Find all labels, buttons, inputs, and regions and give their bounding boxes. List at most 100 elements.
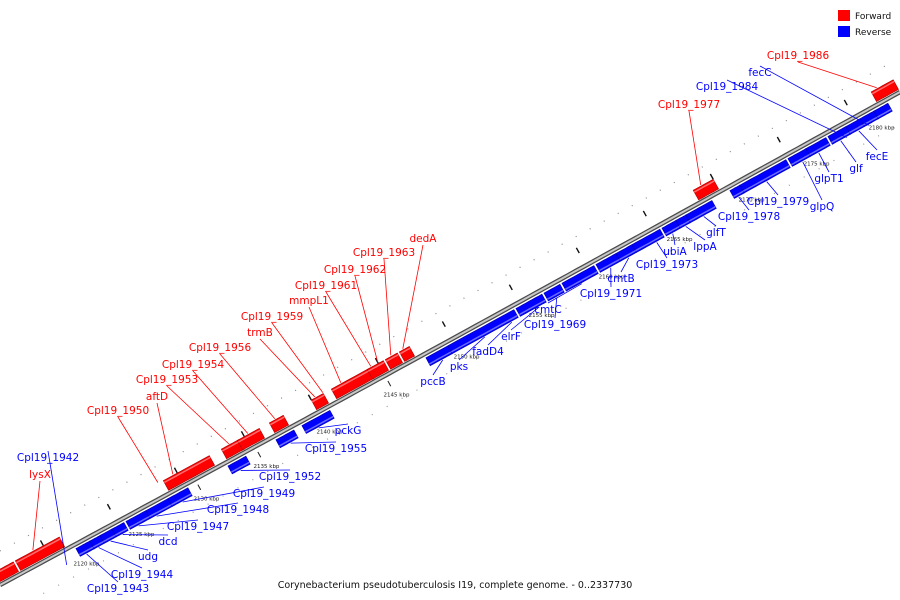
reverse-gene[interactable] xyxy=(227,455,251,475)
reverse-leader xyxy=(156,502,239,517)
forward-gene-label: Cpl19_1954 xyxy=(162,359,225,371)
reverse-gene[interactable] xyxy=(739,159,791,194)
reverse-gene-label: glpT1 xyxy=(814,173,843,185)
forward-leader xyxy=(117,416,159,483)
reverse-gene[interactable] xyxy=(301,409,335,434)
reverse-gene[interactable] xyxy=(631,228,665,253)
gene-highlight xyxy=(399,347,411,355)
reverse-gene-label: Cpl19_1952 xyxy=(259,471,321,483)
minor-tick xyxy=(374,357,379,364)
reverse-leader xyxy=(86,553,119,583)
reverse-gene-label: Cpl19_1955 xyxy=(305,443,367,455)
forward-leader xyxy=(271,322,324,393)
forward-leader xyxy=(32,480,41,551)
forward-gene-label: Cpl19_1956 xyxy=(189,342,252,354)
reverse-leader xyxy=(138,519,199,527)
forward-gene-label: Cpl19_1953 xyxy=(136,374,198,386)
gene-labels-layer: lysX Cpl19_1950 aftD Cpl19_1953 Cpl19_1954 Cp… xyxy=(17,50,888,595)
reverse-gene[interactable] xyxy=(805,137,831,157)
gene-highlight xyxy=(830,131,850,144)
forward-leader xyxy=(192,370,249,434)
reverse-gene[interactable] xyxy=(275,429,299,449)
minor-tick xyxy=(575,247,580,254)
reverse-leader xyxy=(759,65,869,126)
tick-label: 2150 kbp xyxy=(454,354,480,360)
forward-leader xyxy=(354,275,379,363)
forward-gene-label: Cpl19_1959 xyxy=(241,311,303,323)
reverse-gene-label: Cpl19_1944 xyxy=(111,569,174,581)
gene-highlight xyxy=(678,220,690,228)
forward-gene[interactable] xyxy=(398,345,416,362)
forward-gene-label: mmpL1 xyxy=(289,295,329,307)
reverse-gene-label: pccB xyxy=(420,376,445,388)
genes-layer[interactable] xyxy=(0,79,899,583)
reverse-gene-label: pks xyxy=(450,361,468,373)
forward-gene[interactable] xyxy=(14,536,66,571)
gene-highlight xyxy=(871,80,895,95)
forward-gene[interactable] xyxy=(384,352,404,370)
reverse-gene[interactable] xyxy=(685,200,717,224)
forward-gene[interactable] xyxy=(0,561,20,583)
gene-highlight xyxy=(237,429,261,443)
reverse-gene-label: Cpl19_1943 xyxy=(87,583,149,595)
gene-highlight xyxy=(693,180,715,193)
reverse-leader xyxy=(738,196,750,211)
reverse-leader xyxy=(510,307,539,331)
forward-gene[interactable] xyxy=(310,393,330,411)
minor-tick xyxy=(106,503,111,510)
forward-gene[interactable] xyxy=(236,427,266,451)
reverse-gene-label: fecC xyxy=(748,67,771,79)
reverse-gene-label: Cpl19_1984 xyxy=(696,81,759,93)
forward-gene[interactable] xyxy=(692,178,720,201)
reverse-leader xyxy=(685,226,706,241)
reverse-gene[interactable] xyxy=(561,265,599,292)
gene-highlight xyxy=(78,546,94,556)
gene-highlight xyxy=(331,369,371,392)
reverse-leader xyxy=(620,257,630,273)
tick-label: 2175 kbp xyxy=(804,162,830,168)
reverse-leader xyxy=(458,336,486,361)
gene-highlight xyxy=(428,351,452,365)
reverse-leader xyxy=(547,283,582,304)
reverse-gene[interactable] xyxy=(543,283,565,302)
gene-highlight xyxy=(102,534,116,543)
gene-highlight xyxy=(450,315,518,353)
gene-highlight xyxy=(15,538,61,564)
reverse-gene[interactable] xyxy=(111,522,129,538)
reverse-leader xyxy=(672,233,676,246)
reverse-gene[interactable] xyxy=(873,102,893,120)
genome-backbone xyxy=(0,91,900,586)
forward-gene[interactable] xyxy=(162,455,216,491)
tick-mark xyxy=(387,380,392,387)
tick-label: 2130 kbp xyxy=(194,496,220,502)
reverse-gene-label: Cpl19_1947 xyxy=(167,521,229,533)
reverse-gene-label: fadD4 xyxy=(472,346,504,358)
forward-gene-label: Cpl19_1950 xyxy=(87,405,149,417)
forward-leader xyxy=(688,110,702,186)
gene-highlight xyxy=(385,354,399,362)
tick-label: 2135 kbp xyxy=(254,464,280,470)
gene-highlight xyxy=(732,190,744,198)
forward-leader xyxy=(166,385,230,445)
forward-gene[interactable] xyxy=(366,360,390,380)
reverse-gene-label: elrF xyxy=(501,331,521,343)
gene-highlight xyxy=(304,415,334,433)
reverse-gene[interactable] xyxy=(515,293,547,317)
reverse-leader xyxy=(703,216,717,227)
legend: Forward Reverse xyxy=(838,10,892,38)
forward-gene[interactable] xyxy=(870,79,899,103)
reverse-gene-label: pckG xyxy=(335,425,362,437)
reverse-gene-label: Cpl19_1978 xyxy=(718,211,780,223)
reverse-leader xyxy=(318,423,349,429)
reverse-gene[interactable] xyxy=(447,309,519,355)
minor-tick xyxy=(240,430,245,437)
forward-gene[interactable] xyxy=(268,414,290,434)
gene-highlight xyxy=(230,461,250,473)
reverse-gene[interactable] xyxy=(167,487,193,507)
forward-gene-label: Cpl19_1962 xyxy=(324,264,386,276)
minor-tick xyxy=(843,99,848,106)
minor-tick xyxy=(441,321,446,328)
gene-highlight xyxy=(92,541,104,548)
reverse-gene-label: dcd xyxy=(158,536,177,548)
